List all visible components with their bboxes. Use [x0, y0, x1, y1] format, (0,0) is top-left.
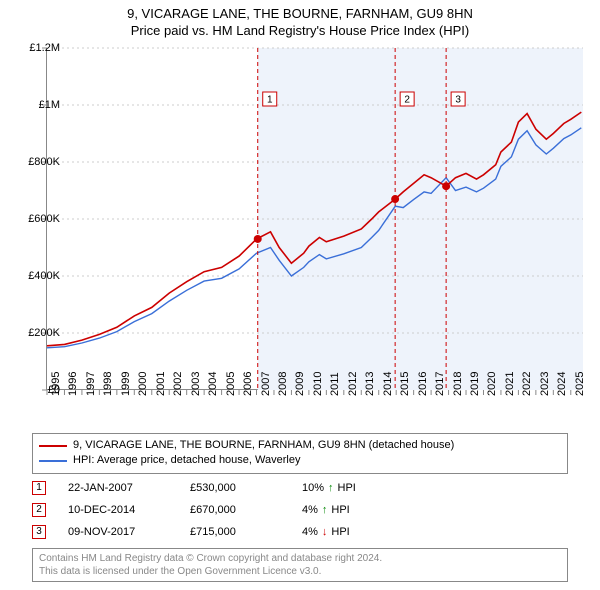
x-tick-label: 1999	[120, 372, 132, 396]
y-tick-label: £1.2M	[29, 42, 60, 54]
x-tick-label: 1996	[67, 372, 79, 396]
x-tick-label: 2007	[260, 372, 272, 396]
x-tick-label: 2004	[207, 372, 219, 396]
legend-label-hpi: HPI: Average price, detached house, Wave…	[73, 453, 300, 468]
chart-svg: 1 2 3	[47, 48, 582, 389]
legend-label-subject: 9, VICARAGE LANE, THE BOURNE, FARNHAM, G…	[73, 438, 454, 453]
x-tick-label: 2025	[574, 372, 586, 396]
x-tick-label: 2005	[225, 372, 237, 396]
x-tick-label: 2014	[382, 372, 394, 396]
x-tick-label: 2022	[521, 372, 533, 396]
chart-title-address: 9, VICARAGE LANE, THE BOURNE, FARNHAM, G…	[0, 6, 600, 21]
y-tick-label: £1M	[39, 99, 60, 111]
x-tick-label: 2011	[329, 372, 341, 396]
event-date: 09-NOV-2017	[68, 526, 168, 538]
event-change: 4% ↓ HPI	[302, 526, 350, 538]
event-price: £530,000	[190, 482, 280, 494]
x-tick-label: 2021	[504, 372, 516, 396]
event-marker: 2	[32, 503, 46, 517]
legend-swatch-hpi	[39, 460, 67, 462]
arrow-up-icon: ↑	[328, 482, 334, 494]
x-tick-label: 2015	[399, 372, 411, 396]
attribution-footer: Contains HM Land Registry data © Crown c…	[32, 548, 568, 582]
event-date: 22-JAN-2007	[68, 482, 168, 494]
y-tick-label: £800K	[28, 156, 60, 168]
x-tick-label: 1998	[102, 372, 114, 396]
arrow-down-icon: ↓	[322, 526, 328, 538]
svg-text:3: 3	[455, 95, 461, 106]
arrow-up-icon: ↑	[322, 504, 328, 516]
x-tick-label: 2001	[155, 372, 167, 396]
chart-title-subtitle: Price paid vs. HM Land Registry's House …	[0, 23, 600, 38]
x-tick-label: 2009	[294, 372, 306, 396]
x-tick-label: 2013	[364, 372, 376, 396]
svg-text:2: 2	[404, 95, 410, 106]
x-tick-label: 1995	[50, 372, 62, 396]
legend-swatch-subject	[39, 445, 67, 447]
x-tick-label: 2018	[452, 372, 464, 396]
x-tick-label: 2016	[417, 372, 429, 396]
footer-line1: Contains HM Land Registry data © Crown c…	[39, 552, 561, 565]
event-date: 10-DEC-2014	[68, 504, 168, 516]
x-tick-label: 2023	[539, 372, 551, 396]
x-tick-label: 2008	[277, 372, 289, 396]
x-tick-label: 2020	[486, 372, 498, 396]
x-tick-label: 2017	[434, 372, 446, 396]
x-tick-label: 2000	[137, 372, 149, 396]
x-tick-label: 2012	[347, 372, 359, 396]
x-tick-label: 2010	[312, 372, 324, 396]
x-tick-label: 2003	[190, 372, 202, 396]
x-tick-label: 1997	[85, 372, 97, 396]
events-table: 1 22-JAN-2007 £530,000 10% ↑ HPI 2 10-DEC-201…	[32, 477, 568, 543]
svg-text:1: 1	[267, 95, 273, 106]
x-tick-label: 2006	[242, 372, 254, 396]
event-marker: 1	[32, 481, 46, 495]
x-tick-label: 2019	[469, 372, 481, 396]
legend-box: 9, VICARAGE LANE, THE BOURNE, FARNHAM, G…	[32, 433, 568, 474]
legend-row-hpi: HPI: Average price, detached house, Wave…	[39, 453, 561, 468]
x-tick-label: 2024	[556, 372, 568, 396]
event-row: 1 22-JAN-2007 £530,000 10% ↑ HPI	[32, 477, 568, 499]
footer-line2: This data is licensed under the Open Gov…	[39, 565, 561, 578]
chart-plot-area: 1 2 3	[46, 48, 582, 390]
event-marker: 3	[32, 525, 46, 539]
legend-row-subject: 9, VICARAGE LANE, THE BOURNE, FARNHAM, G…	[39, 438, 561, 453]
event-price: £670,000	[190, 504, 280, 516]
chart-title-block: 9, VICARAGE LANE, THE BOURNE, FARNHAM, G…	[0, 0, 600, 40]
event-change: 10% ↑ HPI	[302, 482, 356, 494]
y-tick-label: £400K	[28, 270, 60, 282]
x-tick-label: 2002	[172, 372, 184, 396]
y-tick-label: £200K	[28, 327, 60, 339]
event-row: 2 10-DEC-2014 £670,000 4% ↑ HPI	[32, 499, 568, 521]
event-change: 4% ↑ HPI	[302, 504, 350, 516]
event-price: £715,000	[190, 526, 280, 538]
event-row: 3 09-NOV-2017 £715,000 4% ↓ HPI	[32, 521, 568, 543]
y-tick-label: £600K	[28, 213, 60, 225]
